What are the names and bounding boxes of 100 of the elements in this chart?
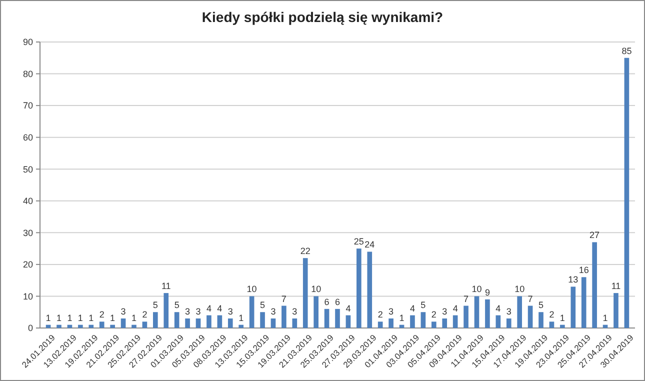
data-label: 4	[206, 303, 212, 314]
y-tick-label: 60	[22, 132, 33, 142]
y-tick-label: 10	[22, 291, 33, 302]
data-label: 13	[568, 274, 578, 285]
bar	[142, 322, 148, 328]
bar	[420, 312, 426, 328]
data-label: 7	[281, 294, 286, 304]
data-label: 6	[334, 296, 340, 307]
bar	[388, 318, 394, 328]
data-label: 5	[538, 300, 544, 310]
bar	[356, 248, 362, 328]
y-tick-label: 40	[22, 196, 33, 206]
bar	[132, 324, 136, 328]
data-label: 7	[528, 294, 533, 304]
bar	[496, 315, 501, 328]
data-label: 4	[346, 303, 351, 314]
bar	[206, 315, 212, 328]
data-label: 1	[56, 312, 62, 323]
bar	[56, 324, 62, 328]
data-label: 2	[142, 310, 148, 320]
data-label: 10	[514, 284, 525, 294]
data-label: 22	[300, 246, 310, 256]
data-label: 1	[131, 312, 136, 323]
bar	[506, 318, 512, 328]
bar	[581, 277, 586, 328]
data-label: 3	[292, 306, 298, 316]
bar	[282, 306, 286, 328]
data-label: 2	[431, 310, 436, 320]
y-tick-label: 90	[22, 37, 33, 48]
bar	[249, 296, 254, 328]
bar	[464, 306, 468, 328]
bar	[517, 296, 522, 328]
data-label: 3	[120, 306, 126, 316]
bar	[260, 312, 265, 328]
bar	[528, 306, 533, 328]
data-label: 1	[46, 312, 51, 323]
bar	[570, 286, 576, 328]
bar	[592, 242, 597, 328]
data-label: 3	[270, 306, 276, 316]
bar	[196, 318, 201, 328]
bar	[452, 315, 458, 328]
bar	[110, 324, 115, 328]
bar	[474, 296, 480, 328]
bar	[238, 324, 244, 328]
y-tick-label: 70	[22, 100, 33, 111]
bar	[549, 322, 554, 328]
bar	[88, 324, 94, 328]
data-label: 3	[388, 306, 394, 316]
bar	[367, 252, 372, 328]
bar	[538, 312, 544, 328]
bar	[346, 315, 351, 328]
data-label: 11	[161, 281, 171, 292]
bar	[228, 318, 233, 328]
data-label: 5	[260, 300, 266, 310]
data-label: 6	[324, 296, 330, 307]
bar	[431, 322, 436, 328]
data-label: 5	[174, 300, 180, 310]
data-label: 3	[506, 306, 512, 316]
data-label: 9	[484, 287, 490, 298]
data-label: 16	[578, 265, 589, 276]
data-label: 5	[420, 300, 426, 310]
data-label: 4	[217, 303, 222, 314]
y-tick-label: 0	[28, 323, 33, 334]
bar	[302, 258, 308, 328]
bar	[624, 58, 630, 328]
bar	[217, 315, 222, 328]
bar	[164, 293, 169, 328]
data-label: 4	[496, 303, 501, 314]
data-label: 24	[364, 240, 375, 250]
y-tick-label: 80	[22, 68, 33, 79]
bar	[270, 318, 276, 328]
bar	[185, 318, 190, 328]
data-label: 1	[67, 312, 72, 323]
bar	[292, 318, 298, 328]
data-label: 1	[399, 312, 404, 323]
bar	[99, 322, 104, 328]
data-label: 10	[246, 284, 257, 294]
bar	[378, 322, 383, 328]
data-label: 4	[452, 303, 458, 314]
data-label: 2	[549, 310, 554, 320]
data-label: 25	[354, 236, 364, 247]
bar	[324, 308, 330, 328]
data-label: 7	[464, 294, 469, 304]
bar	[335, 308, 340, 328]
data-label: 10	[311, 284, 322, 294]
bar	[120, 318, 126, 328]
y-tick-label: 30	[22, 228, 33, 238]
data-label: 4	[410, 303, 415, 314]
data-label: 85	[622, 46, 632, 56]
bar	[314, 296, 318, 328]
bar	[614, 293, 618, 328]
data-label: 1	[78, 312, 83, 323]
data-label: 1	[560, 312, 565, 323]
bar	[78, 324, 83, 328]
data-label: 2	[378, 310, 383, 320]
data-label: 3	[228, 306, 233, 316]
data-label: 3	[196, 306, 201, 316]
data-label: 1	[238, 312, 244, 323]
data-label: 27	[590, 230, 600, 240]
bar	[153, 312, 158, 328]
